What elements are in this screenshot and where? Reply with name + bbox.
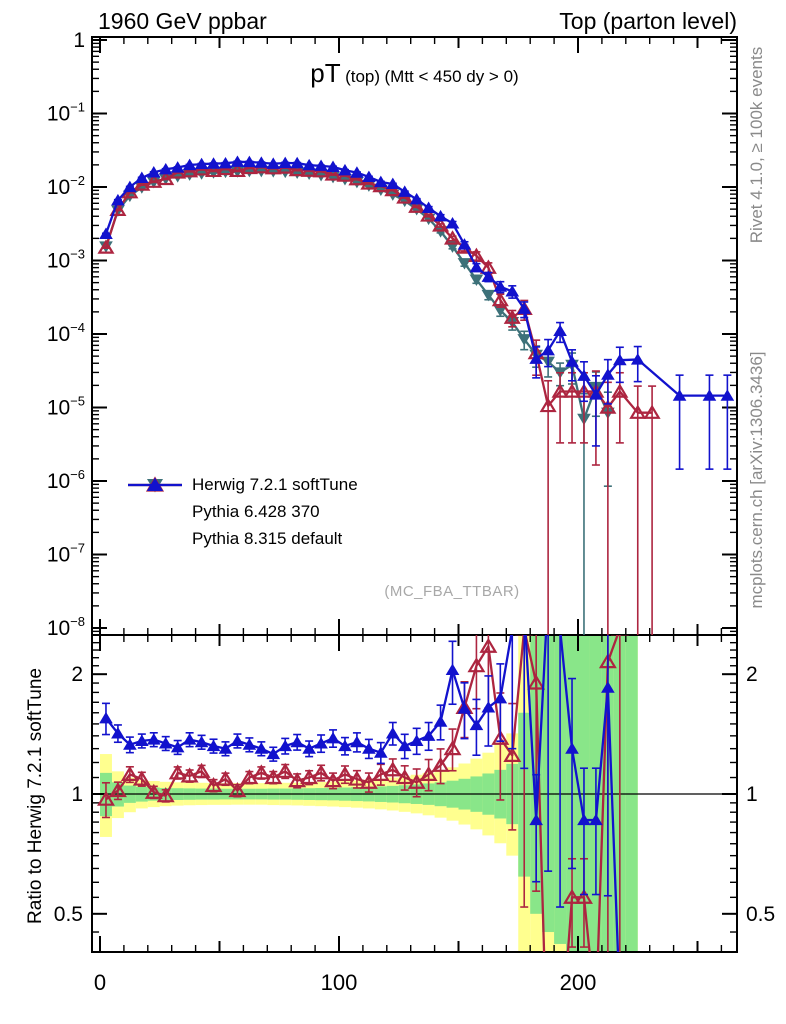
- series-herwig-7-2-1-softtune: [99, 165, 615, 635]
- legend: Herwig 7.2.1 softTune Pythia 6.428 370 P…: [126, 474, 358, 555]
- axis-ticks: [92, 37, 737, 952]
- analysis-code-watermark: (MC_FBA_TTBAR): [384, 583, 520, 600]
- svg-text:2: 2: [746, 663, 758, 686]
- svg-text:10−4: 10−4: [47, 320, 85, 346]
- process-level-label: Top (parton level): [559, 8, 737, 34]
- svg-text:0.5: 0.5: [54, 903, 83, 926]
- svg-text:0: 0: [94, 970, 106, 995]
- series-pythia-6-428-370: [97, 159, 661, 635]
- axis-tick-labels: 1 10−1 10−2 10−3 10−4 10−5 10−6 10−7 10−8 0.5 0.5 1…: [47, 29, 775, 995]
- rivet-version-note: Rivet 4.1.0, ≥ 100k events: [747, 46, 766, 244]
- svg-text:10−3: 10−3: [47, 247, 85, 273]
- svg-text:10−1: 10−1: [47, 100, 85, 126]
- selection-cut-label: (Mtt < 450 dy > 0): [384, 67, 519, 86]
- svg-text:10−8: 10−8: [47, 614, 85, 640]
- mcplots-reference-note: mcplots.cern.ch [arXiv:1306.3436]: [747, 351, 766, 609]
- svg-text:10−6: 10−6: [47, 467, 85, 493]
- pythia6-triangle-open-marker-icon: [126, 476, 184, 523]
- svg-text:10−7: 10−7: [47, 541, 85, 567]
- svg-text:10−2: 10−2: [47, 173, 85, 199]
- ratio-panel: [97, 635, 629, 952]
- plot-title: pT (top) (Mtt < 450 dy > 0): [92, 58, 737, 89]
- series-pythia-8-315-default-ratio: [99, 635, 620, 952]
- beam-energy-label: 1960 GeV ppbar: [98, 8, 267, 34]
- observable-name: pT: [310, 58, 341, 88]
- series-pythia-8-315-default: [99, 155, 735, 470]
- svg-text:0.5: 0.5: [746, 903, 775, 926]
- svg-text:1: 1: [746, 783, 758, 806]
- main-panel: [97, 155, 735, 635]
- legend-item-label: Pythia 8.315 default: [192, 529, 343, 548]
- svg-text:2: 2: [71, 663, 83, 686]
- ratio-axis-title: Ratio to Herwig 7.2.1 softTune: [25, 668, 46, 924]
- legend-item-label: Pythia 6.428 370: [192, 502, 320, 521]
- legend-item-label: Herwig 7.2.1 softTune: [192, 475, 358, 494]
- pythia8-triangle-up-marker-icon: [126, 477, 184, 550]
- svg-text:1: 1: [71, 783, 83, 806]
- svg-text:1: 1: [73, 29, 85, 52]
- svg-text:200: 200: [560, 970, 597, 995]
- svg-text:100: 100: [321, 970, 358, 995]
- legend-item-pythia6: Pythia 6.428 370: [126, 476, 358, 523]
- svg-text:10−5: 10−5: [47, 394, 85, 420]
- legend-item-pythia8: Pythia 8.315 default: [126, 477, 358, 550]
- observable-qualifier: (top): [345, 67, 381, 86]
